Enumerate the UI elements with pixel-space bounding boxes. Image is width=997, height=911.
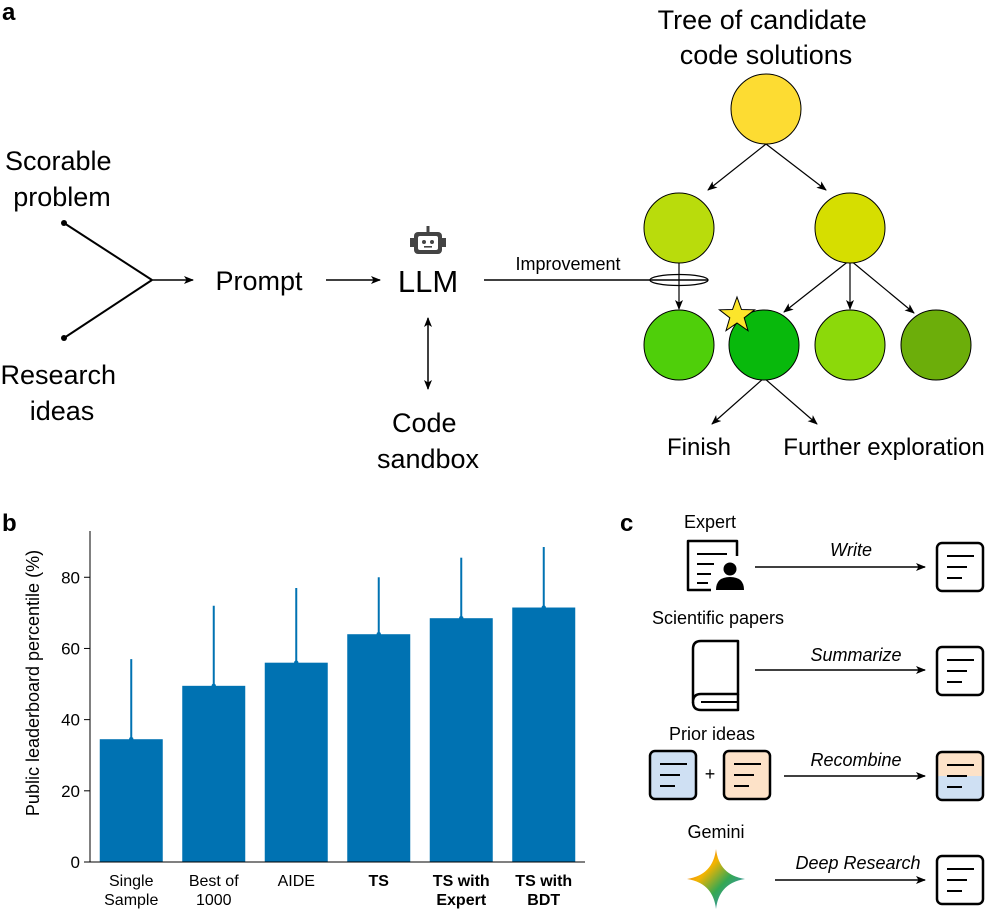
y-tick-label: 80 xyxy=(61,568,80,587)
bar-mean-marker xyxy=(294,660,299,665)
further-exploration-label: Further exploration xyxy=(783,434,984,461)
x-tick-label: AIDE xyxy=(278,873,315,890)
bars xyxy=(99,547,576,862)
tree-node-leaf-1 xyxy=(643,309,715,381)
input-research-line2: ideas xyxy=(30,396,95,426)
panel-c-label: c xyxy=(620,510,633,537)
tree-node-root xyxy=(730,73,802,145)
gemini-label: Gemini xyxy=(687,822,744,842)
x-tick-label-line: Single xyxy=(109,873,154,890)
recombine-label: Recombine xyxy=(810,750,901,770)
x-tick-label: TS xyxy=(369,873,390,890)
code-sandbox-line2: sandbox xyxy=(377,444,480,474)
code-sandbox-label: Code sandbox xyxy=(377,408,480,474)
expert-document-icon xyxy=(686,539,744,592)
x-tick-label-line: Best of xyxy=(189,873,239,890)
bar-mean-marker xyxy=(211,683,216,689)
deep-research-label: Deep Research xyxy=(795,853,920,873)
gemini-sparkle-icon xyxy=(687,849,745,909)
scientific-papers-label: Scientific papers xyxy=(652,608,784,628)
bar xyxy=(429,618,493,862)
book-icon xyxy=(691,639,740,712)
input-research-line1: Research xyxy=(0,360,116,390)
tree-node-leaf-3 xyxy=(814,309,886,381)
x-tick-label: Single Sample xyxy=(104,873,158,909)
bar xyxy=(347,634,411,862)
x-tick-label: TS with Expert xyxy=(433,873,490,909)
input-scorable-line2: problem xyxy=(13,182,111,212)
x-tick-label-line: TS with xyxy=(515,873,572,890)
tree-node-leaf-4 xyxy=(900,309,972,381)
bar xyxy=(182,685,246,862)
x-tick-label-line: TS with xyxy=(433,873,490,890)
x-tick-label-line: AIDE xyxy=(278,873,315,890)
tree-title-line1: Tree of candidate xyxy=(658,5,867,35)
x-tick-label-line: 1000 xyxy=(196,892,232,909)
y-tick-label: 60 xyxy=(61,639,80,658)
code-sandbox-line1: Code xyxy=(392,408,457,438)
tree-edge-root-left xyxy=(707,143,767,191)
tree-edge-right-leaf2 xyxy=(783,259,851,313)
bar xyxy=(512,607,576,862)
plus-sign: + xyxy=(705,764,716,784)
finish-label: Finish xyxy=(667,434,731,461)
input-scorable-problem: Scorable problem xyxy=(5,146,119,212)
summarize-label: Summarize xyxy=(810,645,901,665)
write-label: Write xyxy=(830,540,872,560)
tree-edge-further xyxy=(763,377,818,425)
panel-b: b Public leaderboard percentile (%) 0 20 4… xyxy=(2,510,585,909)
bar-mean-marker xyxy=(129,737,134,742)
panel-c: c Expert Write Scientific papers S xyxy=(620,510,985,909)
blue-idea-document-icon xyxy=(648,749,698,801)
input-scorable-line1: Scorable xyxy=(5,146,112,176)
bar xyxy=(99,739,163,862)
bar-mean-marker xyxy=(376,632,381,637)
merge-line-top xyxy=(63,222,153,281)
x-tick-labels: Single Sample Best of 1000 AIDE TS TS with Expe… xyxy=(104,873,572,909)
x-tick-label-line: BDT xyxy=(527,892,560,909)
prior-ideas-label: Prior ideas xyxy=(669,724,755,744)
recombined-document-icon xyxy=(935,750,985,802)
prompt-label: Prompt xyxy=(215,266,303,296)
output-document-icon xyxy=(935,541,985,593)
tree-node-mid-left xyxy=(643,192,715,264)
y-tick-label: 40 xyxy=(61,711,80,730)
x-tick-label-line: TS xyxy=(369,873,390,890)
llm-label: LLM xyxy=(398,264,458,299)
output-document-icon xyxy=(935,645,985,697)
robot-icon xyxy=(410,226,446,254)
y-axis-label: Public leaderboard percentile (%) xyxy=(23,550,43,816)
panel-a: a Scorable problem Research ideas Prompt xyxy=(0,0,984,474)
bar-mean-marker xyxy=(459,615,464,621)
tree-node-mid-right xyxy=(814,192,886,264)
merge-line-bottom xyxy=(63,279,153,339)
x-tick-label-line: Expert xyxy=(436,892,486,909)
panel-a-label: a xyxy=(2,0,16,26)
tree-title: Tree of candidate code solutions xyxy=(658,5,875,70)
orange-idea-document-icon xyxy=(722,749,772,801)
y-tick-label: 0 xyxy=(71,853,80,872)
improvement-label: Improvement xyxy=(515,254,620,274)
tree-edge-root-right xyxy=(765,143,827,191)
tree-edge-right-leaf4 xyxy=(849,259,915,314)
input-research-ideas: Research ideas xyxy=(0,360,123,426)
expert-label: Expert xyxy=(684,512,736,532)
panel-b-label: b xyxy=(2,510,17,537)
tree-edge-finish xyxy=(711,377,765,425)
x-tick-label: Best of 1000 xyxy=(189,873,239,909)
best-star-icon xyxy=(717,295,757,332)
tree-title-line2: code solutions xyxy=(680,40,853,70)
bar xyxy=(264,662,328,862)
output-document-icon xyxy=(935,854,985,906)
x-tick-label: TS with BDT xyxy=(515,873,572,909)
y-axis-ticks: 0 20 40 60 80 xyxy=(61,568,90,872)
y-tick-label: 20 xyxy=(61,782,80,801)
bar-mean-marker xyxy=(541,605,546,610)
x-tick-label-line: Sample xyxy=(104,892,158,909)
